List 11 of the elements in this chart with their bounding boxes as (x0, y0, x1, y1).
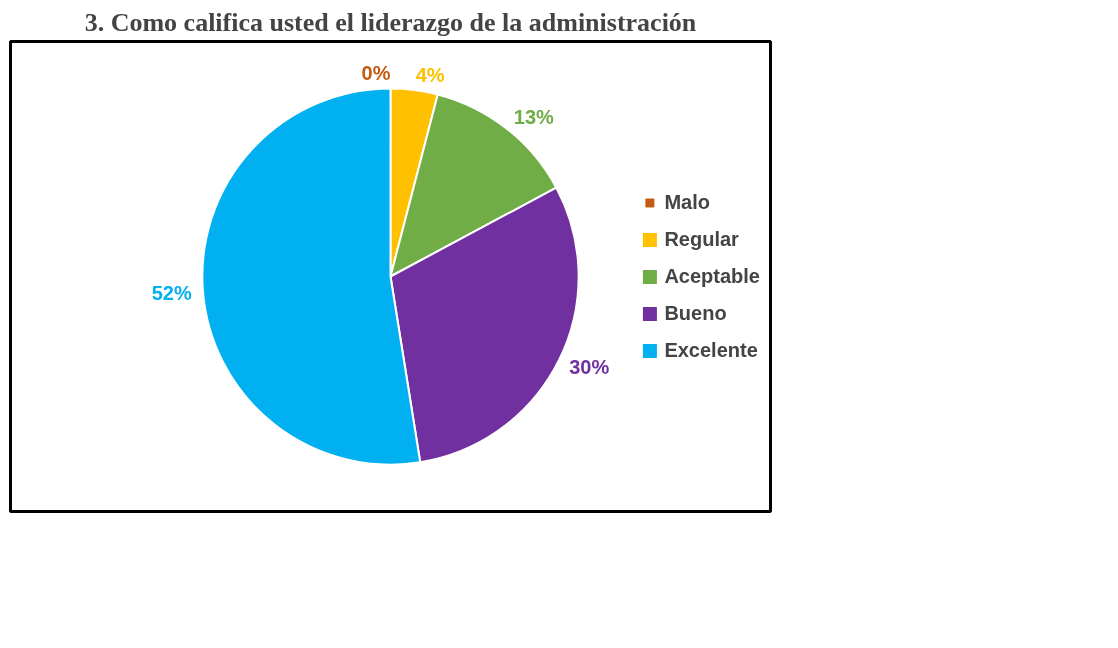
data-label: 4% (415, 64, 445, 87)
legend-label: Excelente (664, 338, 758, 362)
legend-label: Malo (664, 190, 710, 214)
legend-label: Aceptable (664, 264, 760, 288)
data-label: 30% (569, 355, 610, 378)
data-label: 13% (513, 105, 555, 128)
legend-label: Bueno (664, 301, 727, 325)
legend-label: Regular (664, 227, 739, 251)
chart-title: 3. Como califica usted el liderazgo de la administración (84, 7, 697, 37)
data-label: 52% (151, 281, 192, 304)
text: 0% (361, 62, 391, 85)
